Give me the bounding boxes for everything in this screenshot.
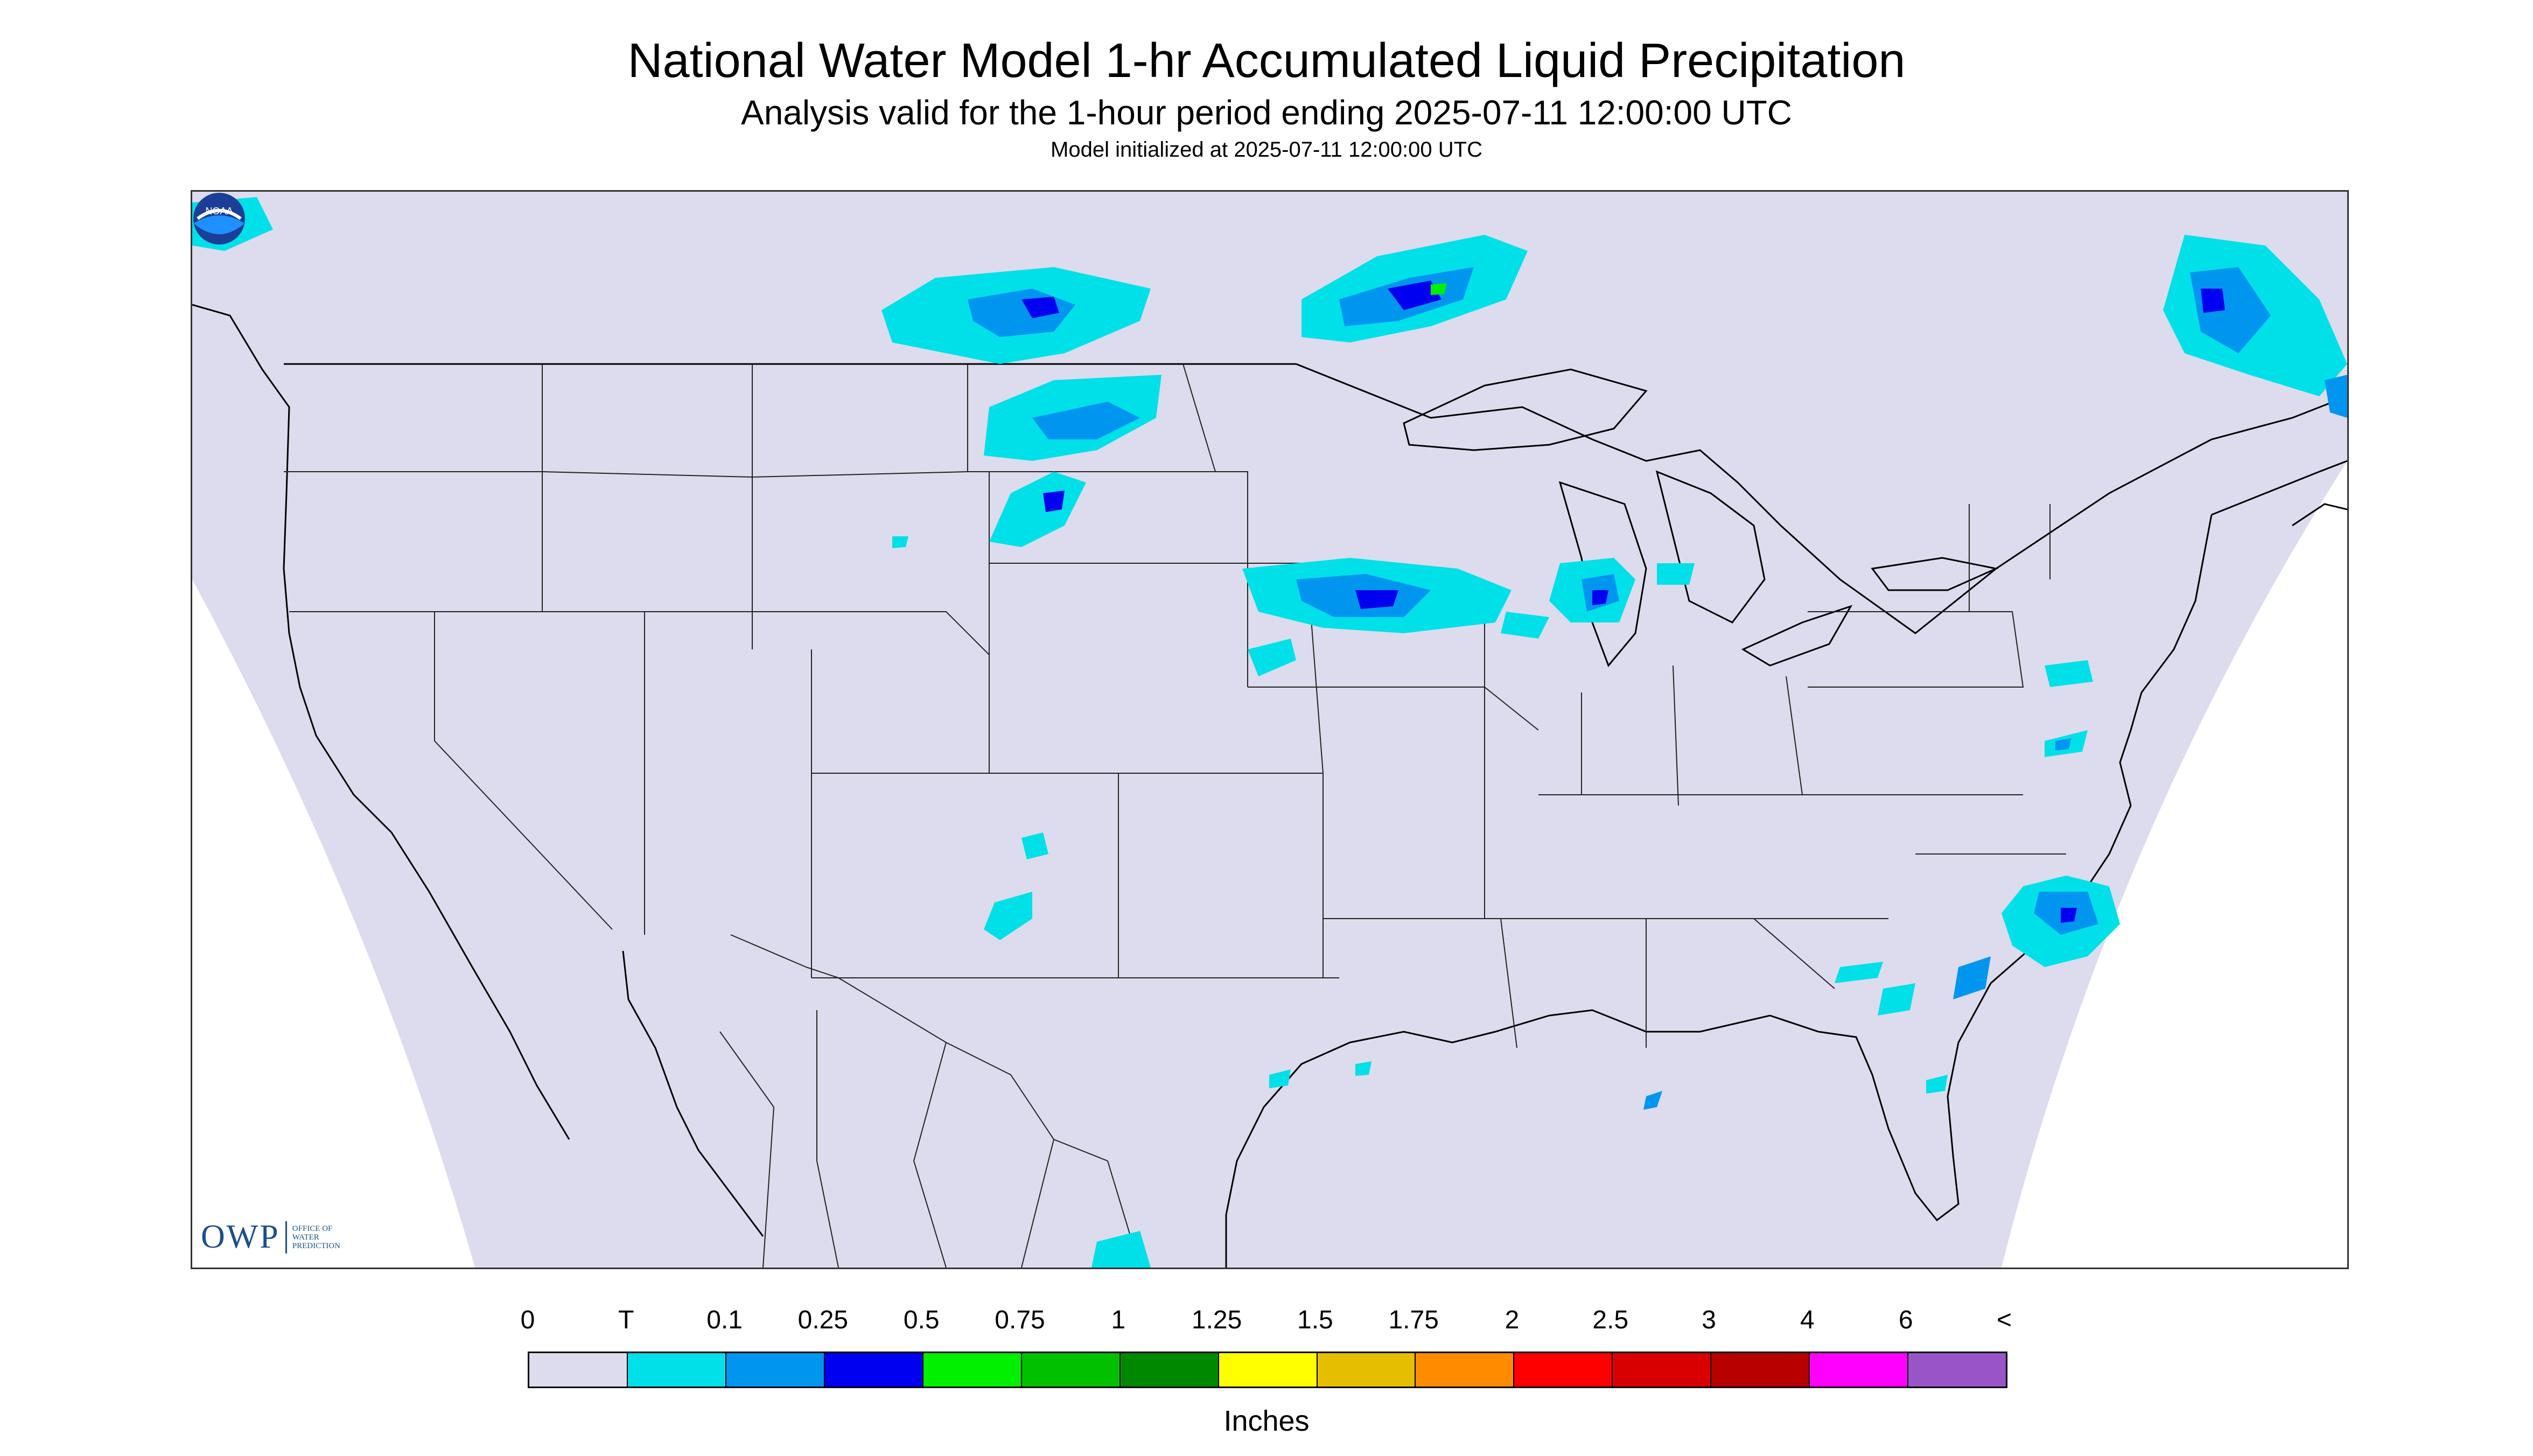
- legend-tick-label: 0.5: [903, 1306, 940, 1334]
- legend-tick-label: 0.25: [797, 1306, 849, 1334]
- legend-units: Inches: [1223, 1405, 1310, 1437]
- map-canvas: [192, 197, 2347, 1268]
- legend-tick-label: 2: [1505, 1306, 1520, 1334]
- legend-swatch: [1416, 1353, 1515, 1387]
- chart-subtitle: Analysis valid for the 1-hour period end…: [741, 93, 1792, 132]
- legend-swatch: [1021, 1353, 1121, 1387]
- legend-tick-label: 6: [1898, 1306, 1913, 1334]
- state-boundaries: [284, 363, 2066, 1048]
- legend-swatch: [1810, 1353, 1909, 1387]
- coastlines-and-borders: [192, 304, 2347, 1268]
- legend-tick-label: 1.25: [1191, 1306, 1242, 1334]
- legend-swatch: [923, 1353, 1022, 1387]
- legend-tick-label: 3: [1702, 1306, 1716, 1334]
- legend-tick-label: 0.1: [706, 1306, 743, 1334]
- precipitation-map[interactable]: OWP OFFICE OF WATER PREDICTION NOAA: [191, 190, 2349, 1269]
- legend-tick-labels: 0 T 0.1 0.25 0.5 0.75 1 1.25 1.5 1.75 2 2.5 3 4 6 <: [521, 1305, 2012, 1338]
- legend-tick-label: 2.5: [1592, 1306, 1629, 1334]
- legend-swatch: [824, 1353, 923, 1387]
- owp-logo-divider: [285, 1221, 287, 1254]
- owp-logo-subtext: OFFICE OF WATER PREDICTION: [292, 1224, 340, 1250]
- legend-swatch: [1219, 1353, 1318, 1387]
- legend-tick-label: <: [1996, 1306, 2012, 1334]
- legend-swatch: [627, 1353, 726, 1387]
- legend-tick-label: 1.5: [1297, 1306, 1333, 1334]
- legend-swatch: [1317, 1353, 1416, 1387]
- projection-mask-left: [192, 579, 475, 1268]
- legend-swatch: [1120, 1353, 1219, 1387]
- legend-swatch: [1711, 1353, 1810, 1387]
- legend-swatch: [726, 1353, 825, 1387]
- legend-tick-label: 1.75: [1388, 1306, 1439, 1334]
- legend-swatch: [1514, 1353, 1613, 1387]
- mexico-boundaries: [719, 977, 1140, 1268]
- owp-logo-text: OWP: [201, 1219, 280, 1255]
- legend-swatch: [1613, 1353, 1712, 1387]
- model-init-text: Model initialized at 2025-07-11 12:00:00…: [1051, 138, 1482, 162]
- noaa-logo-text: NOAA: [205, 206, 233, 216]
- legend-colorbar: [528, 1352, 2007, 1388]
- legend-tick-label: 0.75: [995, 1306, 1045, 1334]
- legend-swatch: [1908, 1353, 2006, 1387]
- projection-mask-right: [2002, 461, 2347, 1268]
- chart-title: National Water Model 1-hr Accumulated Li…: [627, 34, 1906, 88]
- legend-tick-label: 4: [1800, 1306, 1815, 1334]
- legend-tick-label: T: [618, 1306, 634, 1334]
- legend-tick-label: 1: [1111, 1306, 1126, 1334]
- precipitation-fields: [192, 197, 2347, 1268]
- legend-tick-label: 0: [520, 1306, 535, 1334]
- owp-logo: OWP OFFICE OF WATER PREDICTION: [201, 1218, 352, 1256]
- legend-swatch: [529, 1353, 628, 1387]
- noaa-logo: NOAA: [193, 193, 245, 244]
